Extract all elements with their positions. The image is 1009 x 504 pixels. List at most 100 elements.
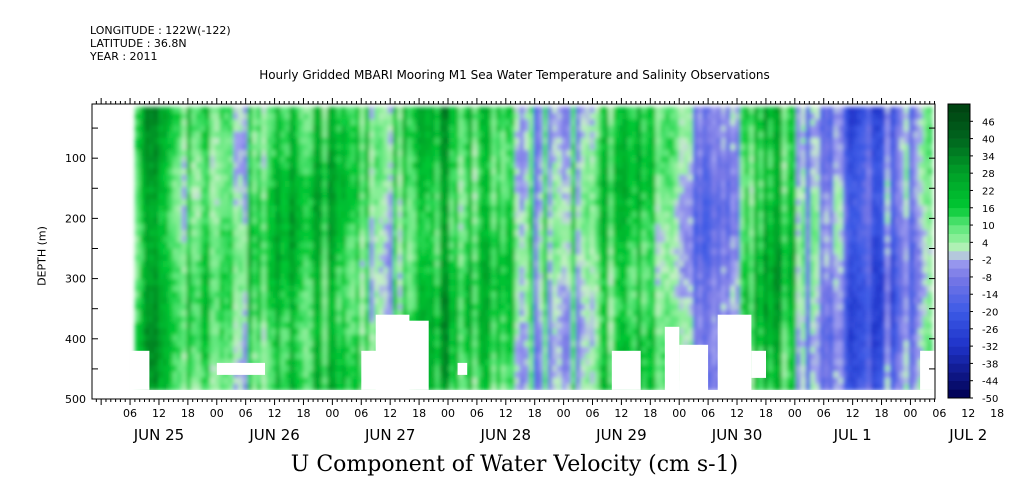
heatmap-cell [209, 334, 216, 342]
heatmap-cell [547, 137, 553, 145]
heatmap-cell [374, 131, 380, 139]
heatmap-cell [252, 279, 258, 286]
heatmap-cell [406, 156, 413, 163]
heatmap-cell [472, 371, 478, 379]
heatmap-cell [158, 377, 164, 385]
heatmap-cell [411, 107, 417, 114]
heatmap-cell [420, 150, 427, 157]
heatmap-cell [134, 322, 141, 330]
heatmap-cell [542, 383, 549, 391]
heatmap-cell [355, 316, 361, 323]
heatmap-cell [144, 334, 150, 342]
heatmap-cell [524, 359, 530, 366]
heatmap-cell [350, 316, 356, 323]
heatmap-cell [289, 223, 295, 231]
heatmap-cell [355, 193, 361, 200]
heatmap-cell [172, 377, 178, 385]
heatmap-cell [524, 303, 530, 311]
heatmap-cell [420, 125, 427, 133]
heatmap-cell [238, 125, 244, 133]
heatmap-cell [355, 168, 361, 176]
heatmap-cell [589, 168, 596, 176]
heatmap-cell [613, 168, 619, 176]
heatmap-cell [256, 217, 263, 225]
heatmap-cell [303, 279, 309, 286]
heatmap-cell [299, 193, 305, 200]
heatmap-cell [167, 279, 173, 286]
heatmap-cell [622, 260, 628, 268]
heatmap-cell [219, 193, 225, 200]
heatmap-cell [317, 266, 324, 274]
heatmap-cell [261, 174, 267, 182]
heatmap-cell [641, 230, 647, 237]
heatmap-cell [458, 316, 464, 323]
heatmap-cell [491, 346, 497, 354]
heatmap-cell [242, 260, 248, 268]
heatmap-cell [374, 230, 380, 237]
heatmap-cell [256, 248, 263, 256]
heatmap-cell [622, 230, 628, 237]
heatmap-cell [270, 266, 277, 274]
heatmap-cell [134, 254, 141, 262]
heatmap-cell [613, 334, 619, 342]
heatmap-cell [205, 242, 211, 250]
heatmap-cell [425, 254, 431, 262]
heatmap-cell [374, 180, 380, 188]
heatmap-cell [144, 291, 150, 299]
heatmap-cell [252, 174, 258, 182]
heatmap-cell [336, 236, 342, 243]
heatmap-cell [336, 359, 342, 366]
heatmap-cell [622, 328, 628, 336]
heatmap-cell [355, 285, 361, 293]
heatmap-cell [397, 156, 403, 163]
heatmap-cell [261, 180, 267, 188]
heatmap-cell [153, 143, 159, 151]
heatmap-cell [571, 291, 577, 299]
heatmap-cell [209, 310, 216, 317]
heatmap-cell [284, 359, 291, 366]
heatmap-cell [205, 223, 211, 231]
heatmap-cell [608, 285, 614, 293]
heatmap-cell [449, 137, 455, 145]
heatmap-cell [481, 180, 488, 188]
heatmap-cell [510, 150, 516, 157]
heatmap-cell [566, 137, 572, 145]
heatmap-cell [538, 174, 544, 182]
heatmap-cell [524, 285, 530, 293]
heatmap-cell [505, 248, 511, 256]
heatmap-cell [177, 125, 183, 133]
heatmap-cell [313, 156, 319, 163]
heatmap-cell [331, 248, 338, 256]
heatmap-cell [505, 156, 511, 163]
heatmap-cell [449, 273, 455, 280]
heatmap-cell [538, 334, 544, 342]
heatmap-cell [542, 340, 549, 348]
heatmap-cell [242, 377, 248, 385]
heatmap-cell [528, 113, 535, 120]
heatmap-cell [181, 328, 188, 336]
heatmap-cell [585, 383, 591, 391]
heatmap-cell [641, 180, 647, 188]
heatmap-cell [528, 291, 535, 299]
heatmap-cell [528, 377, 535, 385]
heatmap-cell [552, 340, 558, 348]
heatmap-cell [444, 340, 450, 348]
heatmap-cell [144, 143, 150, 151]
heatmap-cell [608, 168, 614, 176]
heatmap-cell [571, 162, 577, 170]
heatmap-cell [350, 107, 356, 114]
heatmap-cell [420, 180, 427, 188]
heatmap-cell [224, 359, 230, 366]
heatmap-cell [224, 131, 230, 139]
heatmap-cell [477, 230, 483, 237]
heatmap-cell [219, 131, 225, 139]
heatmap-cell [191, 328, 197, 336]
heatmap-cell [397, 260, 403, 268]
heatmap-cell [416, 113, 422, 120]
heatmap-cell [219, 340, 225, 348]
heatmap-cell [458, 217, 464, 225]
heatmap-cell [496, 168, 502, 176]
heatmap-cell [205, 346, 211, 354]
heatmap-cell [134, 273, 141, 280]
heatmap-cell [575, 248, 581, 256]
